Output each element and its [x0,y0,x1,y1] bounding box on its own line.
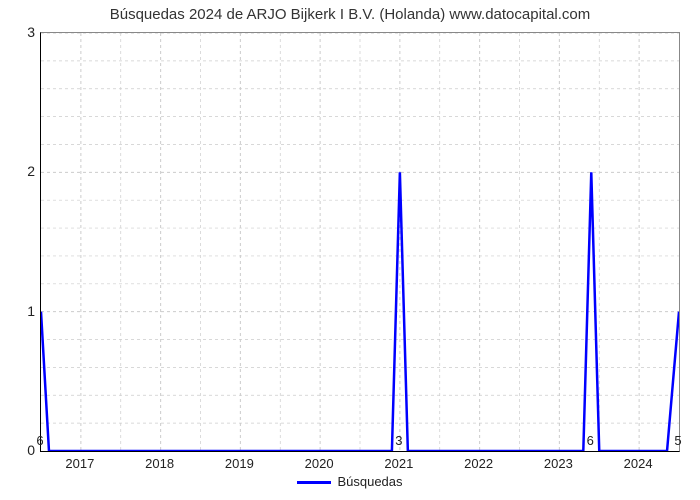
x-tick-label: 2023 [544,456,573,471]
y-tick-label: 0 [5,442,35,458]
data-value-label: 3 [395,433,402,448]
legend-swatch [297,481,331,484]
y-tick-label: 2 [5,163,35,179]
chart-title: Búsquedas 2024 de ARJO Bijkerk I B.V. (H… [0,6,700,23]
y-tick-label: 1 [5,303,35,319]
x-tick-label: 2022 [464,456,493,471]
chart-container: Búsquedas 2024 de ARJO Bijkerk I B.V. (H… [0,0,700,500]
legend: Búsquedas [0,474,700,489]
data-value-label: 6 [587,433,594,448]
plot-svg [41,33,679,451]
y-tick-label: 3 [5,24,35,40]
data-value-label: 5 [674,433,681,448]
data-value-label: 6 [36,433,43,448]
grid-lines [41,33,679,451]
x-tick-label: 2020 [305,456,334,471]
x-tick-label: 2017 [65,456,94,471]
x-tick-label: 2018 [145,456,174,471]
x-tick-label: 2019 [225,456,254,471]
legend-label: Búsquedas [337,474,402,489]
plot-area [40,32,680,452]
x-tick-label: 2024 [624,456,653,471]
x-tick-label: 2021 [384,456,413,471]
